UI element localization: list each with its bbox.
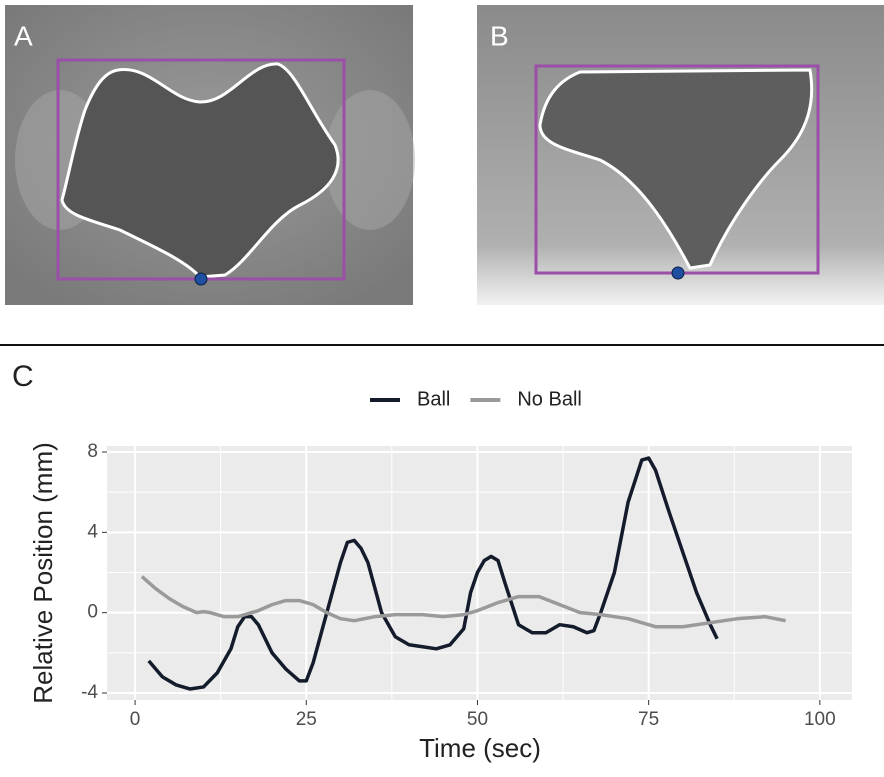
x-axis-title: Time (sec): [419, 733, 541, 763]
legend-label: Ball: [417, 388, 450, 410]
x-tick-label: 75: [638, 709, 659, 730]
panel-label: C: [12, 360, 34, 393]
y-axis-title: Relative Position (mm): [28, 442, 58, 704]
x-tick-label: 0: [130, 709, 141, 730]
legend-label: No Ball: [517, 388, 581, 410]
y-tick-label: 8: [87, 441, 98, 462]
plot-background: [107, 446, 852, 700]
x-tick-label: 50: [467, 709, 488, 730]
figure: A B C Time (sec) Relative Position (mm) …: [0, 0, 884, 777]
x-tick-label: 100: [804, 709, 836, 730]
x-tick-label: 25: [296, 709, 317, 730]
y-tick-label: -4: [81, 682, 98, 703]
panel-a-image: [5, 5, 415, 305]
panel-label: A: [14, 20, 33, 51]
y-tick-label: 4: [87, 521, 98, 542]
panel-b-image: [477, 5, 884, 305]
page: A B C Time (sec) Relative Position (mm) …: [0, 0, 884, 777]
panel-label: B: [490, 20, 509, 51]
y-tick-label: 0: [87, 602, 98, 623]
